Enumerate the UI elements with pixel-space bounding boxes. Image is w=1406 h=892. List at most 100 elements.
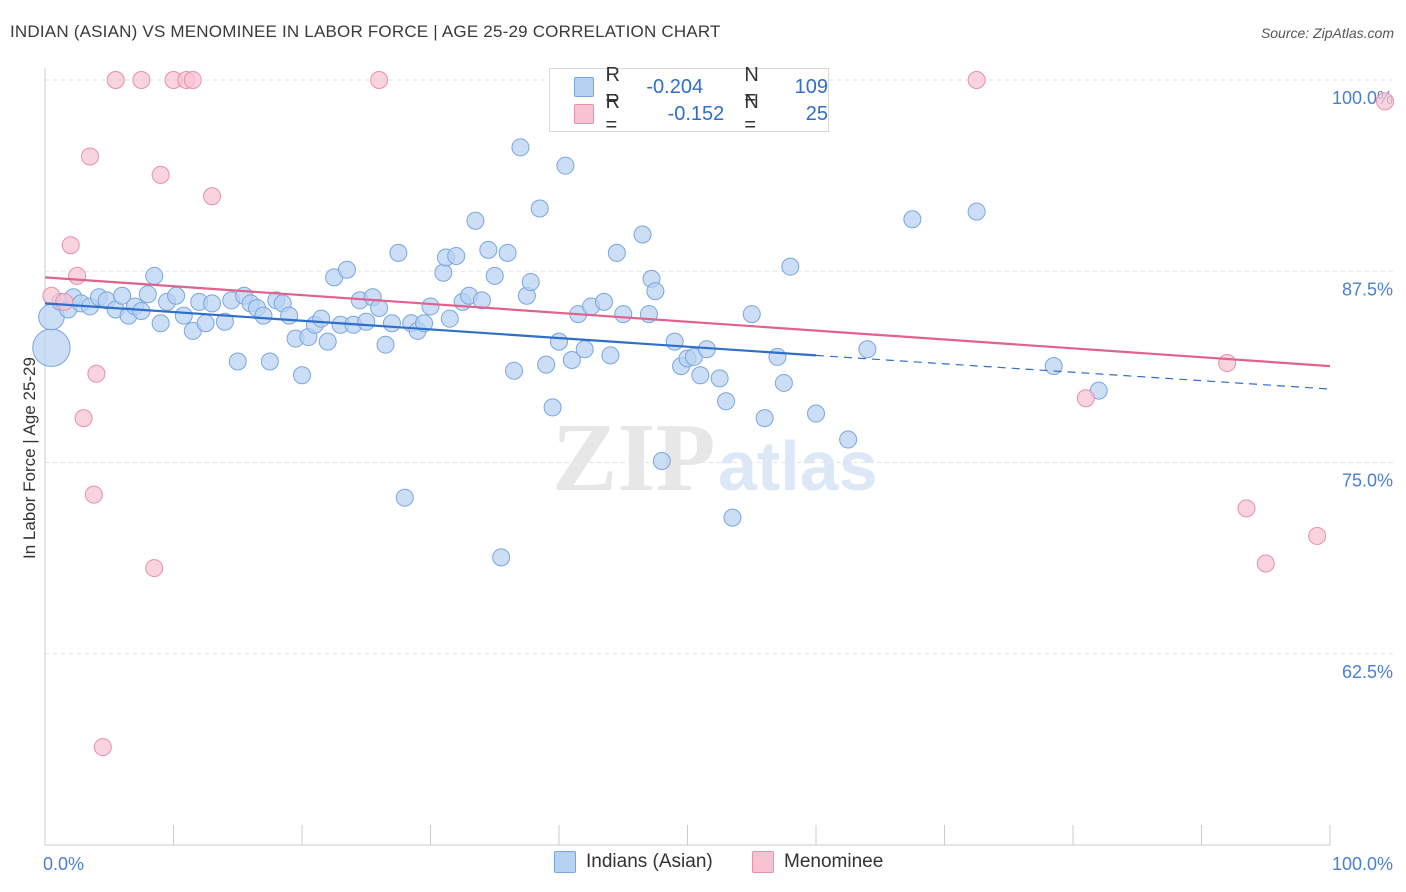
chart-title: INDIAN (ASIAN) VS MENOMINEE IN LABOR FOR… — [10, 22, 721, 41]
indian-point — [415, 314, 434, 333]
indian-point — [858, 340, 877, 359]
indian-point — [472, 291, 491, 310]
series-swatch-blue — [554, 851, 576, 873]
indian-point — [447, 246, 466, 265]
indian-point — [665, 332, 684, 351]
menominee-point — [61, 236, 80, 255]
indian-point — [145, 266, 164, 285]
source-label: Source: ZipAtlas.com — [1260, 25, 1394, 41]
series-legend-label: Menominee — [784, 851, 884, 872]
indian-point — [260, 352, 279, 371]
legend-r-value: -0.152 — [667, 102, 725, 125]
indian-point — [312, 309, 331, 328]
points-layer — [32, 71, 1394, 757]
indian-point — [723, 508, 742, 527]
menominee-point — [151, 165, 170, 184]
indian-point — [485, 266, 504, 285]
indian-point — [562, 350, 581, 369]
legend-swatch-pink — [574, 104, 594, 124]
x-tick-label: 100.0% — [1332, 854, 1393, 874]
series-legend-menominee: Menominee — [752, 851, 883, 873]
menominee-point — [106, 71, 125, 89]
indian-point — [138, 285, 157, 304]
indian-point — [395, 488, 414, 507]
indian-point — [254, 306, 273, 325]
indian-point — [781, 257, 800, 276]
indian-point — [967, 202, 986, 221]
indian-point — [196, 314, 215, 333]
legend-n-label: N = — [744, 64, 759, 109]
legend-n-value: 109 — [794, 75, 828, 98]
indian-point — [174, 306, 193, 325]
x-tick-label: 0.0% — [43, 854, 84, 874]
series-legend-indians: Indians (Asian) — [554, 851, 713, 873]
indian-trend-extension — [815, 354, 1331, 390]
indian-point — [228, 352, 247, 371]
y-tick-label: 87.5% — [1342, 279, 1393, 299]
indian-point — [434, 263, 453, 282]
watermark: ZIP atlas — [552, 404, 878, 512]
indian-point — [215, 312, 234, 331]
indian-point — [839, 430, 858, 449]
indian-point — [594, 292, 613, 311]
indian-point — [903, 210, 922, 229]
indian-point — [151, 314, 170, 333]
indian-point — [633, 225, 652, 244]
indian-point — [556, 156, 575, 175]
menominee-point — [203, 187, 222, 206]
indian-point — [293, 366, 311, 385]
axis-layer: 62.5%75.0%87.5%100.0%0.0% 100.0% — [43, 68, 1393, 874]
y-tick-label: 62.5% — [1342, 662, 1393, 682]
legend-r-value: -0.204 — [646, 75, 704, 98]
indian-point — [498, 243, 517, 262]
menominee-point — [132, 71, 151, 89]
indian-point — [318, 332, 337, 351]
menominee-point — [68, 266, 87, 285]
grid-layer — [45, 79, 1395, 655]
indian-point — [575, 340, 594, 359]
menominee-point — [87, 364, 106, 383]
indian-trend-line — [44, 302, 817, 357]
menominee-trend-line — [44, 276, 1331, 368]
legend-swatch-blue — [574, 77, 594, 97]
indian-point — [607, 243, 626, 262]
menominee-point — [55, 292, 74, 311]
menominee-point — [1376, 92, 1394, 111]
watermark-zip: ZIP — [552, 404, 715, 512]
indian-point — [543, 398, 562, 417]
legend-r-label: R = — [605, 64, 620, 109]
menominee-point — [1308, 526, 1327, 545]
legend-r-label: R = — [605, 91, 620, 136]
legend-row-indians: R = -0.204 N = 109 — [550, 64, 828, 109]
indian-point — [280, 306, 299, 325]
menominee-point — [370, 71, 389, 89]
indian-point — [440, 309, 459, 328]
menominee-point — [1218, 354, 1237, 373]
series-legend-label: Indians (Asian) — [586, 851, 713, 872]
legend-n-label: N = — [744, 91, 759, 136]
indian-point — [382, 314, 401, 333]
indian-point — [550, 332, 568, 351]
indian-point — [466, 211, 485, 230]
trend-layer — [44, 276, 1331, 390]
indian-point — [691, 366, 710, 385]
indian-point — [203, 294, 222, 313]
indian-point — [479, 240, 498, 259]
menominee-point — [967, 71, 986, 89]
indian-point — [755, 409, 774, 428]
menominee-point — [93, 738, 112, 757]
indian-point — [421, 297, 440, 316]
indian-point — [601, 346, 620, 365]
menominee-point — [1237, 499, 1256, 518]
indian-point — [357, 312, 376, 331]
indian-point — [376, 335, 395, 354]
menominee-point — [74, 409, 93, 428]
menominee-point — [145, 559, 164, 578]
indian-point — [389, 243, 408, 262]
indian-point — [511, 138, 530, 157]
indian-point — [167, 286, 186, 305]
indian-point — [646, 282, 665, 301]
indian-point — [113, 286, 132, 305]
y-axis-label: In Labor Force | Age 25-29 — [20, 357, 39, 559]
